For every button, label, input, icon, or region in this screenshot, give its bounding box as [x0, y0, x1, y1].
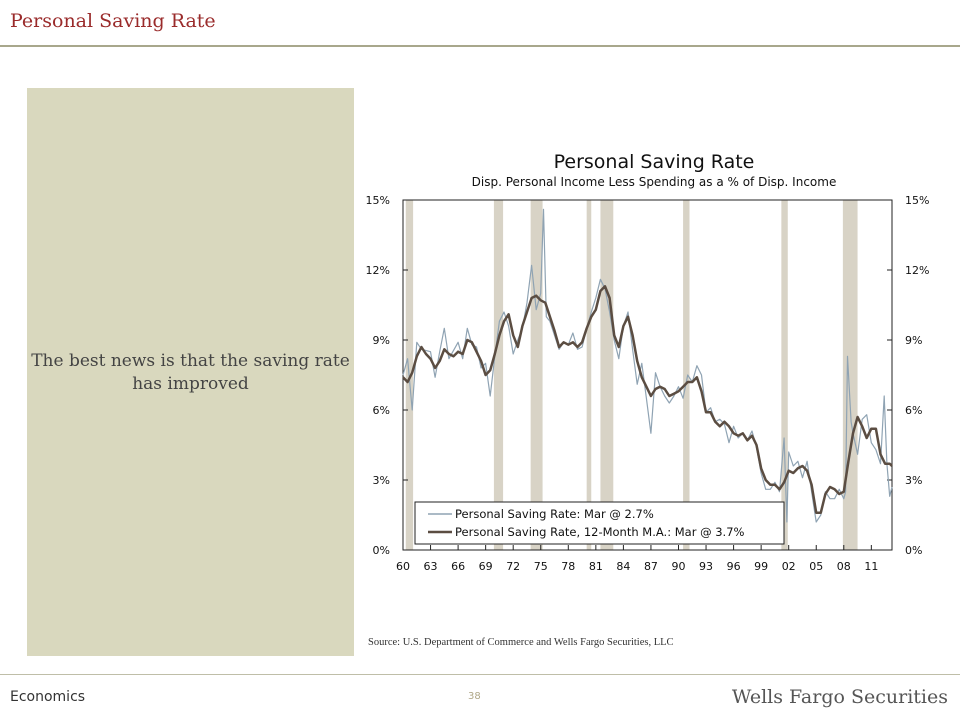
- y-tick-label-right: 0%: [905, 544, 922, 557]
- y-tick-label-left: 3%: [373, 474, 390, 487]
- y-tick-label-right: 9%: [905, 334, 922, 347]
- legend-label-ma: Personal Saving Rate, 12-Month M.A.: Mar…: [455, 525, 745, 539]
- x-tick-label: 69: [479, 560, 493, 573]
- recession-band: [530, 200, 543, 550]
- y-tick-label-right: 15%: [905, 194, 929, 207]
- recession-band: [781, 200, 788, 550]
- y-tick-label-right: 3%: [905, 474, 922, 487]
- x-tick-label: 11: [864, 560, 878, 573]
- y-tick-label-left: 15%: [366, 194, 390, 207]
- x-tick-label: 08: [837, 560, 851, 573]
- commentary-panel: The best news is that the saving rate ha…: [27, 88, 354, 656]
- x-tick-label: 90: [671, 560, 685, 573]
- x-tick-label: 96: [727, 560, 741, 573]
- series-line-monthly: [402, 208, 893, 523]
- recession-band: [586, 200, 592, 550]
- x-tick-label: 81: [589, 560, 603, 573]
- legend: Personal Saving Rate: Mar @ 2.7% Persona…: [414, 501, 785, 545]
- legend-label-monthly: Personal Saving Rate: Mar @ 2.7%: [455, 507, 654, 521]
- plot-area-frame: [402, 199, 893, 551]
- y-tick-label-right: 6%: [905, 404, 922, 417]
- recession-band: [600, 200, 614, 550]
- x-tick-label: 84: [616, 560, 630, 573]
- page-number: 38: [468, 691, 481, 702]
- x-tick-label: 75: [534, 560, 548, 573]
- x-tick-label: 66: [451, 560, 465, 573]
- x-tick-label: 99: [754, 560, 768, 573]
- header-rule: [0, 45, 960, 47]
- commentary-text: The best news is that the saving rate ha…: [31, 351, 350, 394]
- series-line-12mo-ma: [402, 285, 893, 514]
- x-tick-label: 78: [561, 560, 575, 573]
- x-tick-label: 02: [782, 560, 796, 573]
- chart-title: Personal Saving Rate: [554, 151, 755, 173]
- page-title: Personal Saving Rate: [10, 10, 216, 32]
- x-tick-label: 72: [506, 560, 520, 573]
- footer-rule: [0, 674, 960, 675]
- source-note: Source: U.S. Department of Commerce and …: [368, 637, 674, 648]
- x-tick-label: 87: [644, 560, 658, 573]
- y-tick-label-right: 12%: [905, 264, 929, 277]
- recession-band: [683, 200, 690, 550]
- brand-logo: Wells Fargo Securities: [731, 686, 948, 708]
- y-tick-label-left: 12%: [366, 264, 390, 277]
- legend-box: [414, 501, 785, 545]
- chart-subtitle: Disp. Personal Income Less Spending as a…: [472, 175, 837, 189]
- x-tick-label: 63: [424, 560, 438, 573]
- recession-band: [493, 200, 504, 550]
- y-tick-label-left: 0%: [373, 544, 390, 557]
- x-tick-label: 05: [809, 560, 823, 573]
- recession-band: [842, 200, 858, 550]
- footer-section-label: Economics: [10, 689, 86, 705]
- y-tick-label-left: 6%: [373, 404, 390, 417]
- y-tick-label-left: 9%: [373, 334, 390, 347]
- x-tick-label: 93: [699, 560, 713, 573]
- x-tick-label: 60: [396, 560, 410, 573]
